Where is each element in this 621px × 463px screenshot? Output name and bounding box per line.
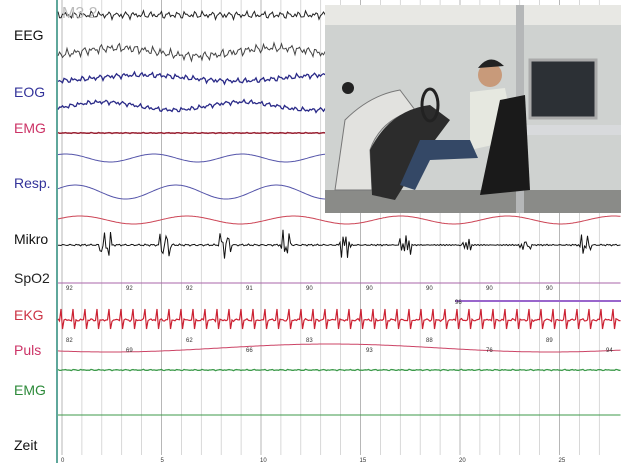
time-label: 25 xyxy=(559,458,566,463)
desk xyxy=(520,125,621,135)
spo2-value: 90 xyxy=(366,286,373,292)
channel-label: Mikro xyxy=(14,231,48,247)
spo2-value: 90 xyxy=(306,286,313,292)
photo xyxy=(325,5,621,213)
channel-label: Resp. xyxy=(14,175,51,191)
spo2-value: 91 xyxy=(246,286,253,292)
floor xyxy=(325,190,621,213)
pulse-value: 76 xyxy=(486,348,493,354)
header: M3 2 xyxy=(62,5,98,22)
ekg-marker: 96 xyxy=(455,300,462,306)
spo2-value: 92 xyxy=(186,286,193,292)
pulse-value: 89 xyxy=(546,338,553,344)
pulse-value: 88 xyxy=(426,338,433,344)
spo2-value: 92 xyxy=(66,286,73,292)
pulse-value: 94 xyxy=(606,348,613,354)
pulse-value: 83 xyxy=(306,338,313,344)
spo2-value: 90 xyxy=(426,286,433,292)
pulse-value: 69 xyxy=(126,348,133,354)
pulse-value: 93 xyxy=(366,348,373,354)
camera xyxy=(342,82,354,94)
monitor xyxy=(530,60,596,118)
channel-label: EKG xyxy=(14,307,44,323)
time-label: 15 xyxy=(360,458,367,463)
channel-labels: EEG EOG EMG Resp. Mikro SpO2 EKG Puls EMG Zeit xyxy=(14,27,51,453)
time-label: 10 xyxy=(260,458,267,463)
channel-label: EMG xyxy=(14,382,46,398)
channel-label: EOG xyxy=(14,84,45,100)
channel-label: SpO2 xyxy=(14,270,50,286)
spo2-value: 90 xyxy=(546,286,553,292)
pulse-value: 66 xyxy=(246,348,253,354)
spo2-value: 92 xyxy=(126,286,133,292)
channel-label: EMG xyxy=(14,120,46,136)
spo2-value: 90 xyxy=(486,286,493,292)
pulse-value: 82 xyxy=(66,338,73,344)
channel-label: EEG xyxy=(14,27,44,43)
channel-label: Zeit xyxy=(14,437,37,453)
ceiling xyxy=(325,5,621,25)
polysomnography-screen: 96 92 92 92 91 90 90 90 90 90 82 69 62 66 83 93 88 76 89 94… xyxy=(0,0,621,463)
pulse-value: 62 xyxy=(186,338,193,344)
channel-label: Puls xyxy=(14,342,41,358)
time-label: 20 xyxy=(459,458,466,463)
